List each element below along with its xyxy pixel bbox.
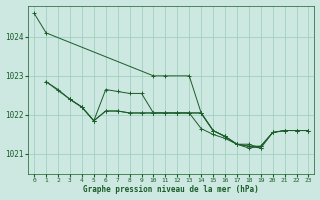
X-axis label: Graphe pression niveau de la mer (hPa): Graphe pression niveau de la mer (hPa) [84, 185, 259, 194]
